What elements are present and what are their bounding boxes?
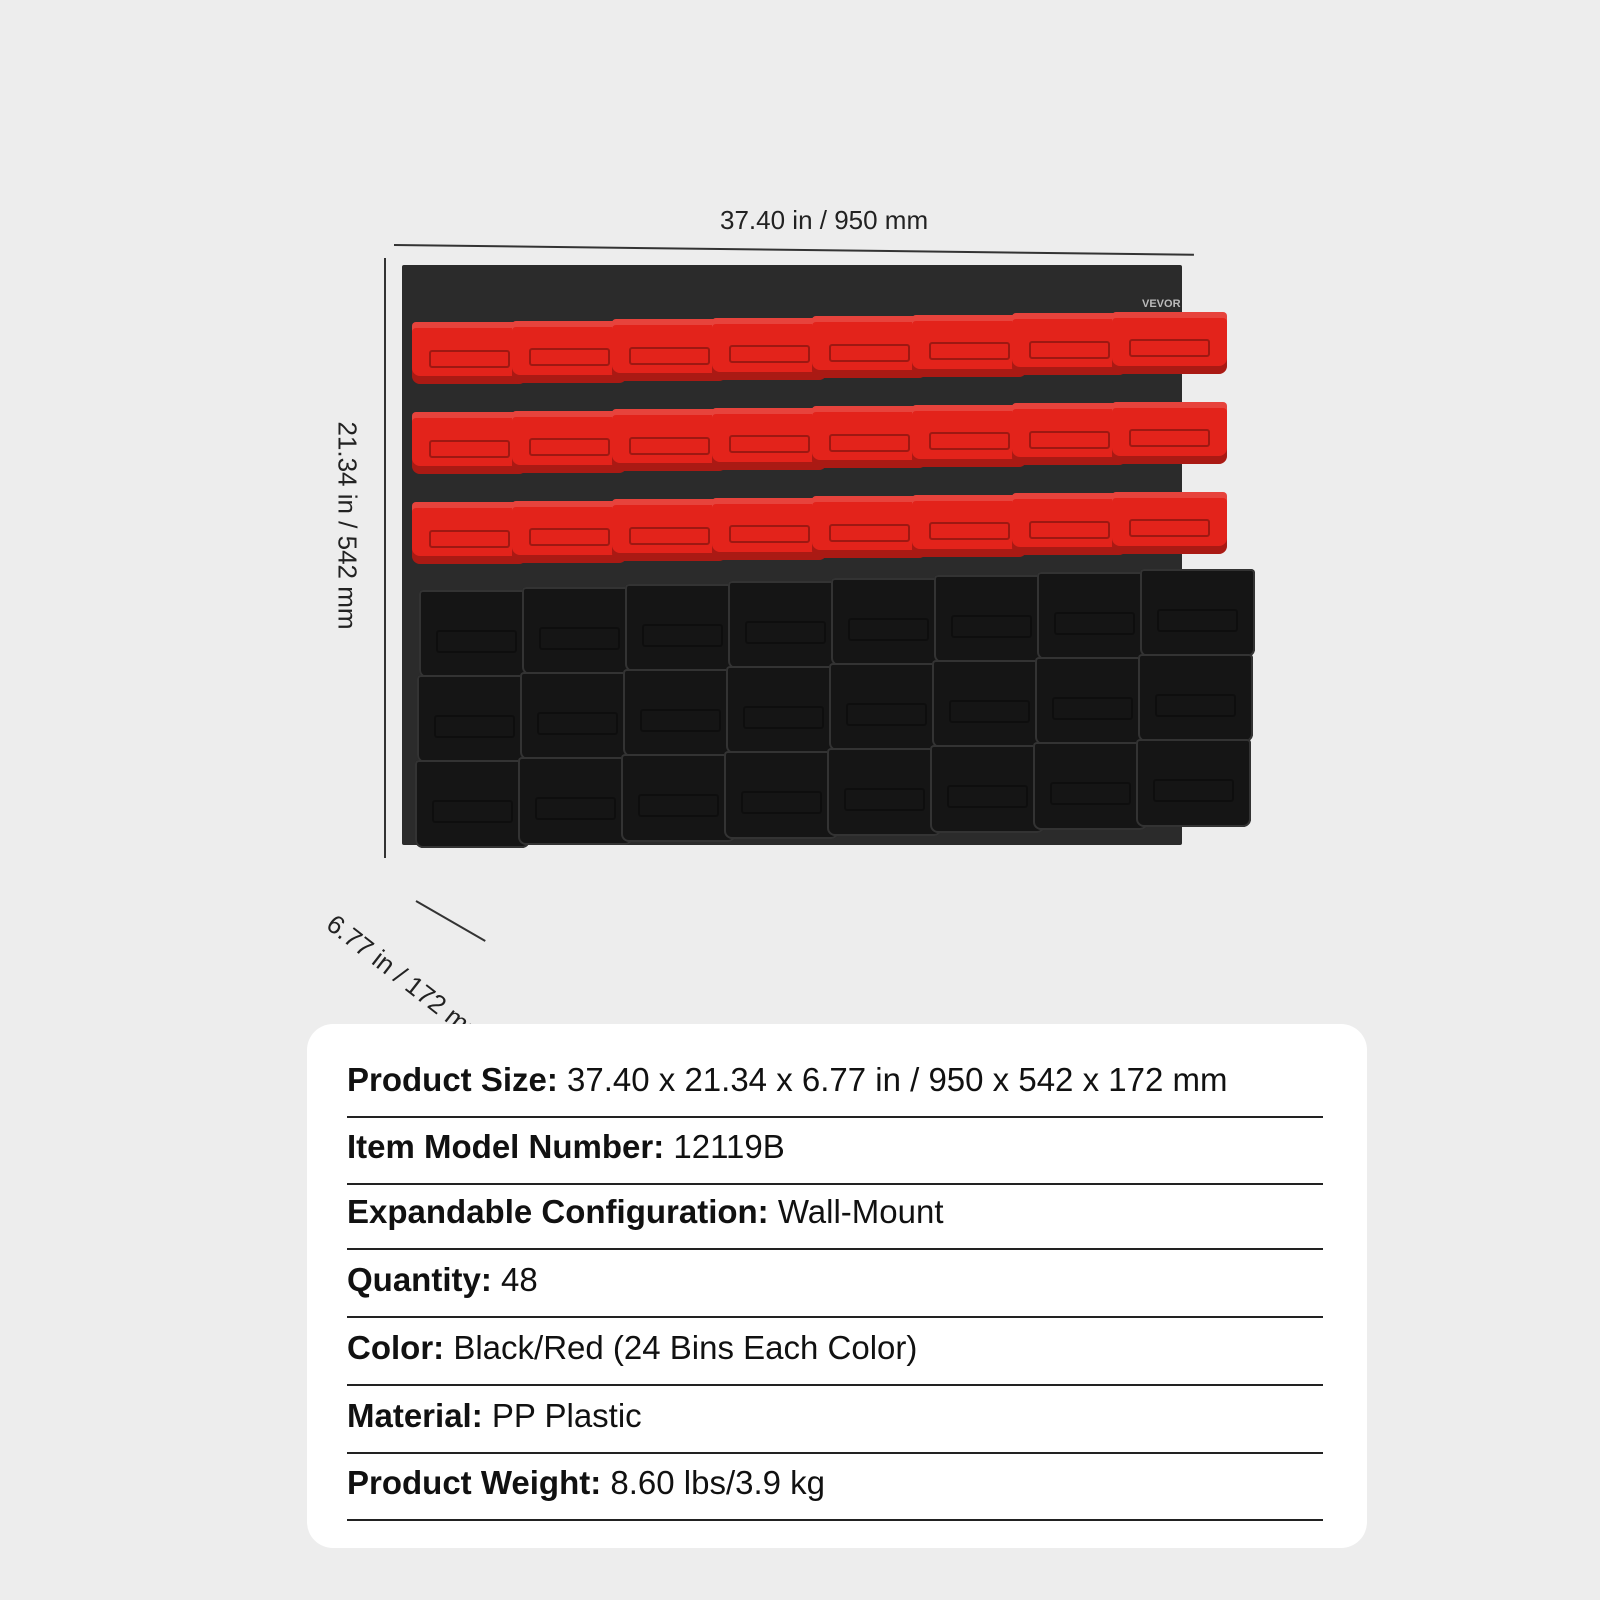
red-bin xyxy=(1012,313,1127,375)
red-bin xyxy=(512,410,627,473)
red-bin xyxy=(712,497,827,560)
red-bin xyxy=(412,502,527,564)
spec-value: 48 xyxy=(501,1261,538,1298)
spec-row: Product Size: 37.40 x 21.34 x 6.77 in / … xyxy=(347,1050,1323,1118)
spec-row: Expandable Configuration: Wall-Mount xyxy=(347,1182,1323,1250)
red-bin xyxy=(1112,401,1227,464)
spec-card: Product Size: 37.40 x 21.34 x 6.77 in / … xyxy=(307,1024,1367,1548)
spec-row: Item Model Number: 12119B xyxy=(347,1117,1323,1185)
spec-value: Black/Red (24 Bins Each Color) xyxy=(453,1329,918,1366)
red-bin xyxy=(912,314,1027,377)
black-bin xyxy=(831,578,946,666)
black-bin xyxy=(522,587,637,675)
black-bin xyxy=(934,575,1049,663)
black-bin xyxy=(724,751,839,839)
black-bin xyxy=(1138,654,1253,742)
red-bin xyxy=(912,494,1027,557)
black-bin xyxy=(829,663,944,751)
spec-value: 12119B xyxy=(673,1128,785,1165)
black-bin xyxy=(1140,569,1255,657)
width-dimension: 37.40 in / 950 mm xyxy=(720,205,929,235)
red-bin xyxy=(412,322,527,384)
red-bin xyxy=(512,500,627,563)
spec-value: 37.40 x 21.34 x 6.77 in / 950 x 542 x 17… xyxy=(567,1061,1228,1098)
red-bin xyxy=(812,406,927,468)
red-bin xyxy=(412,412,527,474)
red-bin xyxy=(812,496,927,558)
black-bin xyxy=(520,672,635,760)
red-bin xyxy=(812,316,927,378)
red-bin xyxy=(912,404,1027,467)
black-bin xyxy=(417,675,532,763)
spec-label: Product Size: xyxy=(347,1061,558,1098)
height-dimension-line xyxy=(384,258,386,858)
spec-value: PP Plastic xyxy=(491,1397,642,1434)
black-bin xyxy=(728,581,843,669)
brand-logo: VEVOR xyxy=(1142,298,1181,310)
red-bin xyxy=(712,407,827,470)
red-bin xyxy=(612,319,727,381)
red-bin xyxy=(612,409,727,471)
black-bin xyxy=(419,590,534,678)
spec-label: Quantity: xyxy=(347,1261,492,1298)
spec-label: Product Weight: xyxy=(347,1464,602,1501)
spec-value: 8.60 lbs/3.9 kg xyxy=(610,1464,826,1501)
black-bin xyxy=(1035,657,1150,745)
black-bin xyxy=(1033,742,1148,830)
red-bin xyxy=(612,499,727,561)
black-bin xyxy=(518,757,633,845)
black-bin xyxy=(415,760,530,848)
red-bin xyxy=(512,320,627,383)
black-bin xyxy=(625,584,740,672)
spec-label: Item Model Number: xyxy=(347,1128,665,1165)
spec-row: Quantity: 48 xyxy=(347,1250,1323,1318)
black-bin xyxy=(1037,572,1152,660)
spec-row: Material: PP Plastic xyxy=(347,1386,1323,1454)
spec-label: Expandable Configuration: xyxy=(347,1193,769,1230)
red-bin xyxy=(1112,311,1227,374)
black-bin xyxy=(930,745,1045,833)
spec-row: Color: Black/Red (24 Bins Each Color) xyxy=(347,1318,1323,1386)
spec-label: Color: xyxy=(347,1329,445,1366)
black-bin xyxy=(1136,739,1251,827)
height-dimension: 21.34 in / 542 mm xyxy=(332,421,363,630)
black-bin xyxy=(827,748,942,836)
spec-label: Material: xyxy=(347,1397,483,1434)
width-dimension-line xyxy=(393,244,1194,256)
red-bin xyxy=(1112,491,1227,554)
red-bin xyxy=(1012,493,1127,555)
black-bin xyxy=(621,754,736,842)
black-bin xyxy=(932,660,1047,748)
red-bin xyxy=(1012,403,1127,465)
spec-row: Product Weight: 8.60 lbs/3.9 kg xyxy=(347,1453,1323,1521)
depth-dimension-line xyxy=(415,900,486,942)
black-bin xyxy=(623,669,738,757)
spec-value: Wall-Mount xyxy=(777,1193,944,1230)
black-bin xyxy=(726,666,841,754)
red-bin xyxy=(712,317,827,380)
